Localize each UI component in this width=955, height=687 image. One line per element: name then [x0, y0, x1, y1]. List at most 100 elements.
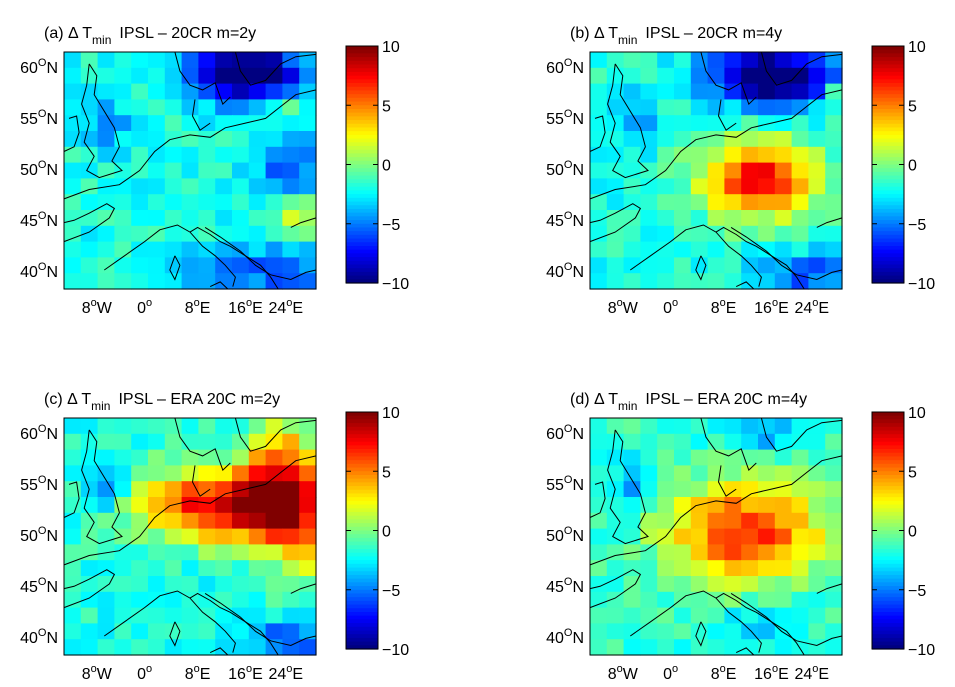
heatmap-cell — [148, 52, 166, 69]
heatmap-cell — [774, 544, 793, 561]
heatmap-cell — [181, 418, 199, 435]
heatmap-cell — [690, 115, 709, 132]
colorbar-tick-label: −10 — [382, 276, 409, 293]
heatmap-cell — [131, 52, 149, 69]
heatmap-cell — [248, 52, 267, 69]
heatmap-cell — [131, 257, 149, 274]
heatmap-cells — [590, 52, 843, 290]
heatmap-cell — [215, 576, 233, 593]
panel-title-sub: min — [618, 33, 637, 47]
heatmap-cell — [640, 576, 658, 593]
heatmap-cell — [590, 497, 608, 514]
heatmap-cell — [674, 273, 692, 290]
heatmap-cell — [590, 418, 608, 435]
heatmap-cell — [606, 52, 625, 69]
heatmap-cell — [724, 67, 742, 85]
heatmap-cell — [114, 528, 132, 545]
heatmap-cell — [198, 273, 216, 290]
heatmap-cell — [791, 210, 809, 227]
heatmap-cell — [80, 194, 99, 211]
heatmap-cell — [791, 544, 809, 561]
colorbar-step — [872, 530, 904, 535]
heatmap-cell — [640, 481, 658, 498]
heatmap-cell — [724, 433, 742, 451]
heatmap-cell — [80, 131, 99, 148]
colorbar-step — [346, 131, 378, 136]
heatmap-cell — [791, 131, 809, 148]
heatmap-cell — [232, 449, 250, 466]
colorbar-step — [346, 53, 378, 58]
heatmap-cell — [724, 52, 742, 69]
colorbar-step — [346, 641, 378, 646]
heatmap-cell — [724, 497, 742, 514]
heatmap-cell — [64, 560, 82, 577]
colorbar-step — [872, 264, 904, 269]
heatmap-cell — [181, 178, 199, 195]
coastline — [81, 63, 123, 179]
heatmap-cell — [265, 433, 283, 451]
colorbar-step — [346, 419, 378, 424]
heatmap-cell — [265, 131, 283, 148]
colorbar-step — [872, 120, 904, 125]
heatmap-cell — [232, 162, 250, 179]
colorbar-step — [872, 223, 904, 229]
heatmap-cell — [640, 162, 658, 179]
heatmap-cell — [265, 639, 283, 656]
heatmap-cell — [707, 194, 725, 211]
heatmap-cell — [707, 257, 725, 274]
colorbar-step — [872, 582, 904, 587]
heatmap-cell — [97, 591, 115, 609]
heatmap-cell — [590, 131, 608, 148]
x-tick-label: 0o — [137, 663, 152, 683]
heatmap-cell — [808, 418, 826, 435]
coastline — [816, 583, 843, 594]
colorbar-step — [872, 574, 904, 580]
colorbar-step — [346, 474, 378, 480]
colorbar-step — [872, 127, 904, 132]
heatmap-cell — [265, 99, 283, 116]
heatmap-cell — [640, 67, 658, 85]
heatmap-cell — [198, 497, 216, 514]
colorbar-step — [346, 549, 378, 554]
heatmap-cell — [148, 257, 166, 274]
heatmap-cell — [640, 273, 658, 290]
y-tick-label: 60ON — [546, 423, 584, 443]
heatmap-cell — [741, 67, 759, 85]
heatmap-cell — [114, 115, 132, 132]
heatmap-cell — [248, 639, 267, 656]
heatmap-cell — [198, 560, 216, 577]
heatmap-cell — [707, 178, 725, 195]
heatmap-cell — [623, 273, 641, 290]
heatmap-cell — [741, 560, 759, 577]
heatmap-cell — [758, 481, 776, 498]
heatmap-cell — [640, 465, 658, 482]
heatmap-cell — [657, 560, 675, 577]
colorbar-step — [872, 478, 904, 483]
heatmap-cell — [282, 131, 300, 148]
colorbar-step — [872, 275, 904, 280]
heatmap-cell — [657, 115, 675, 132]
heatmap-cell — [791, 576, 809, 593]
heatmap-cell — [181, 512, 199, 530]
heatmap-cell — [774, 528, 793, 545]
heatmap-cell — [724, 115, 742, 132]
heatmap-cell — [774, 241, 793, 258]
heatmap-cell — [64, 241, 82, 258]
heatmap-cell — [741, 225, 759, 243]
panel-title-prefix: (b) Δ T — [570, 25, 618, 42]
coastline — [81, 429, 123, 545]
heatmap-cell — [657, 210, 675, 227]
heatmap-cell — [232, 194, 250, 211]
heatmap-cell — [282, 273, 300, 290]
heatmap-cell — [97, 67, 115, 85]
colorbar-step — [346, 94, 378, 99]
heatmap-cell — [114, 241, 132, 258]
heatmap-cell — [64, 607, 82, 624]
heatmap-cell — [640, 449, 658, 466]
colorbar-step — [346, 116, 378, 121]
heatmap-cell — [674, 115, 692, 132]
heatmap-cell — [215, 433, 233, 451]
heatmap-cell — [232, 528, 250, 545]
heatmap-cell — [724, 560, 742, 577]
heatmap-cell — [248, 273, 267, 290]
